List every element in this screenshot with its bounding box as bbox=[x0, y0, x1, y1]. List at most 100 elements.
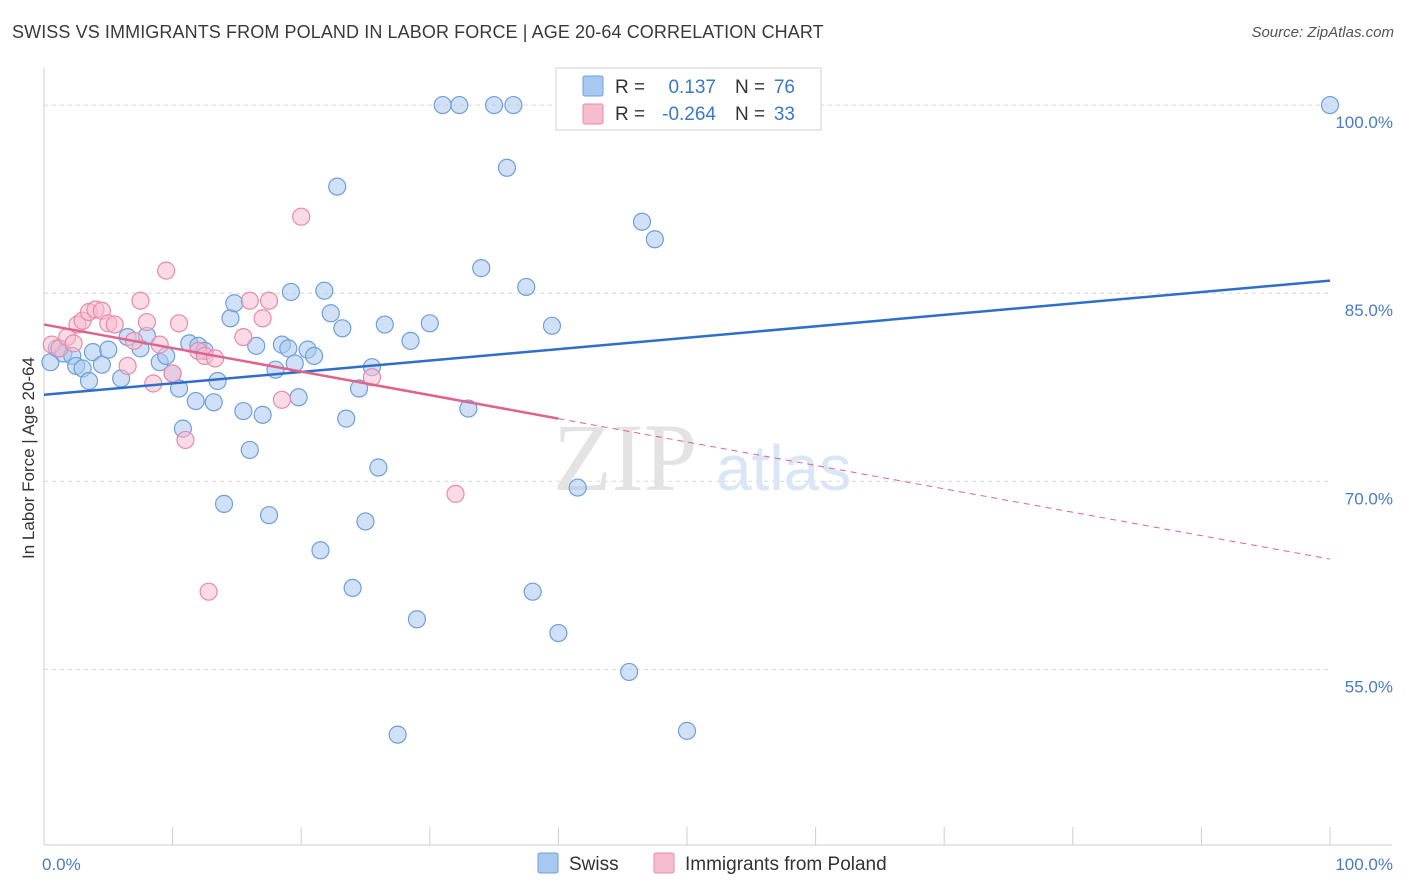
point-swiss-55 bbox=[407, 610, 427, 629]
point-swiss-30 bbox=[247, 336, 266, 355]
point-swiss-56 bbox=[420, 314, 439, 333]
legend-swatch-swiss bbox=[582, 75, 604, 97]
point-swiss-57 bbox=[433, 95, 452, 115]
point-swiss-54 bbox=[401, 331, 420, 350]
point-swiss-36 bbox=[281, 282, 301, 302]
point-swiss-31 bbox=[253, 405, 272, 424]
point-swiss-41 bbox=[311, 541, 330, 560]
point-swiss-47 bbox=[343, 578, 362, 598]
point-poland-28 bbox=[259, 291, 279, 310]
bottom-legend-swatch-poland bbox=[653, 852, 675, 874]
point-swiss-23 bbox=[204, 393, 223, 412]
point-swiss-28 bbox=[234, 401, 253, 421]
trend-line-poland-extrapolated bbox=[558, 418, 1331, 560]
point-poland-13 bbox=[131, 291, 150, 310]
point-swiss-58 bbox=[450, 95, 469, 115]
point-swiss-26 bbox=[221, 309, 240, 328]
trend-line-swiss bbox=[43, 279, 1331, 397]
point-swiss-9 bbox=[99, 340, 118, 359]
point-swiss-45 bbox=[333, 319, 352, 338]
point-poland-19 bbox=[169, 314, 189, 333]
y-tick-labels: 55.0% 70.0% 85.0% 100.0% bbox=[1335, 113, 1393, 696]
legend-r-label-poland: R = bbox=[615, 104, 645, 125]
point-swiss-59 bbox=[459, 399, 478, 418]
bottom-legend-swiss: Swiss bbox=[569, 854, 619, 875]
x-tick-label-1: 100.0% bbox=[1335, 855, 1393, 874]
y-tick-label-2: 85.0% bbox=[1345, 301, 1393, 320]
point-swiss-42 bbox=[315, 281, 334, 300]
point-swiss-38 bbox=[289, 388, 308, 407]
point-poland-10 bbox=[105, 315, 124, 334]
point-swiss-52 bbox=[375, 315, 394, 334]
point-poland-20 bbox=[176, 430, 195, 450]
trend-line-poland bbox=[43, 323, 559, 420]
point-swiss-43 bbox=[321, 304, 340, 323]
legend-n-value-swiss: 76 bbox=[774, 77, 795, 98]
point-poland-27 bbox=[253, 309, 272, 328]
watermark-atlas: atlas bbox=[716, 432, 851, 504]
point-swiss-69 bbox=[620, 662, 639, 682]
x-tick-labels: 0.0% 100.0% bbox=[42, 855, 1393, 874]
point-poland-17 bbox=[157, 261, 176, 280]
legend: R = 0.137 N = 76 R = -0.264 N = 33 bbox=[555, 67, 822, 131]
point-swiss-66 bbox=[542, 316, 562, 335]
point-poland-29 bbox=[272, 390, 292, 409]
point-poland-32 bbox=[446, 484, 465, 503]
point-swiss-68 bbox=[568, 478, 587, 497]
legend-n-label-swiss: N = bbox=[735, 77, 765, 98]
point-swiss-61 bbox=[485, 95, 504, 115]
point-swiss-53 bbox=[388, 725, 407, 744]
point-swiss-49 bbox=[356, 512, 375, 531]
point-poland-3 bbox=[64, 334, 83, 353]
point-swiss-63 bbox=[504, 95, 523, 115]
point-swiss-73 bbox=[1320, 95, 1340, 115]
grid-lines bbox=[44, 104, 1330, 670]
point-swiss-48 bbox=[349, 379, 369, 398]
point-swiss-67 bbox=[549, 623, 568, 643]
legend-r-label-swiss: R = bbox=[615, 77, 645, 98]
chart-title: SWISS VS IMMIGRANTS FROM POLAND IN LABOR… bbox=[12, 22, 824, 42]
point-swiss-20 bbox=[186, 391, 205, 411]
point-poland-24 bbox=[205, 349, 225, 368]
x-tick-label-0: 0.0% bbox=[42, 855, 81, 874]
trend-lines bbox=[43, 279, 1331, 560]
legend-r-value-swiss: 0.137 bbox=[668, 77, 716, 98]
y-tick-label-0: 55.0% bbox=[1345, 677, 1393, 696]
point-swiss-35 bbox=[279, 339, 298, 358]
point-poland-14 bbox=[137, 312, 156, 332]
y-tick-label-1: 70.0% bbox=[1345, 489, 1393, 508]
point-swiss-64 bbox=[517, 277, 536, 297]
point-poland-25 bbox=[234, 327, 253, 347]
point-swiss-62 bbox=[497, 158, 517, 177]
point-swiss-6 bbox=[79, 371, 99, 391]
y-axis-label: In Labor Force | Age 20-64 bbox=[19, 357, 38, 559]
axes bbox=[43, 68, 1392, 846]
point-poland-23 bbox=[199, 582, 218, 601]
watermark: ZIP atlas bbox=[553, 404, 851, 511]
source-label: Source: ZipAtlas.com bbox=[1251, 24, 1394, 41]
point-swiss-72 bbox=[677, 721, 697, 740]
point-swiss-29 bbox=[240, 440, 259, 460]
point-swiss-71 bbox=[645, 230, 664, 249]
y-tick-label-3: 100.0% bbox=[1335, 113, 1393, 132]
point-swiss-46 bbox=[337, 409, 356, 428]
point-poland-30 bbox=[292, 207, 311, 226]
point-swiss-51 bbox=[369, 458, 388, 477]
point-poland-18 bbox=[163, 364, 182, 383]
point-swiss-40 bbox=[304, 346, 324, 366]
point-swiss-8 bbox=[92, 355, 111, 374]
point-swiss-60 bbox=[472, 259, 491, 278]
point-poland-11 bbox=[118, 356, 137, 376]
bottom-legend-poland: Immigrants from Poland bbox=[685, 854, 887, 875]
point-swiss-25 bbox=[214, 494, 234, 513]
legend-r-value-poland: -0.264 bbox=[662, 104, 716, 125]
point-swiss-70 bbox=[632, 212, 652, 231]
point-swiss-32 bbox=[259, 506, 279, 525]
bottom-legend: Swiss Immigrants from Poland bbox=[537, 852, 887, 875]
point-poland-26 bbox=[240, 291, 259, 310]
legend-n-label-poland: N = bbox=[735, 104, 765, 125]
point-swiss-65 bbox=[523, 582, 542, 601]
legend-swatch-poland bbox=[582, 103, 604, 125]
point-swiss-27 bbox=[225, 294, 244, 313]
